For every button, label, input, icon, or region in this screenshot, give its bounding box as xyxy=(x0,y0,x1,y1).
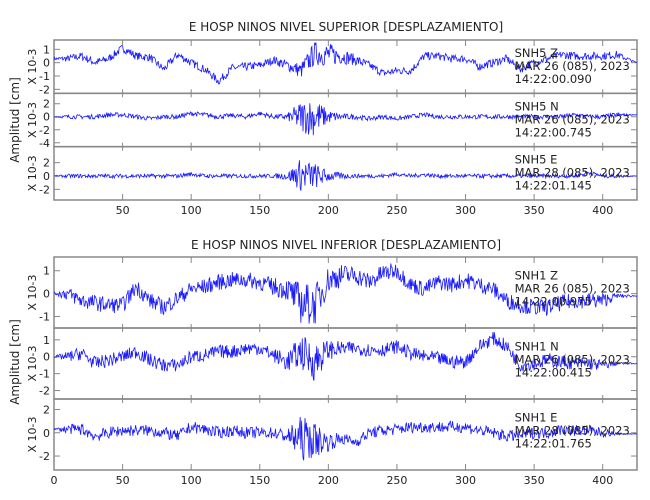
plot-title: E HOSP NINOS NIVEL SUPERIOR [DESPLAZAMIE… xyxy=(189,20,503,34)
waveform-snh1-e xyxy=(53,416,638,461)
y-tick-label: 1 xyxy=(43,265,50,278)
waveform-snh5-e xyxy=(54,160,637,191)
scale-label: X 10-3 xyxy=(26,102,39,138)
x-tick-label: 350 xyxy=(524,204,545,217)
waveform-snh5-n xyxy=(53,103,638,136)
date-label: MAR 26 (085), 2023 xyxy=(515,112,630,126)
y-tick-label: -2 xyxy=(39,450,50,463)
x-tick-label: 50 xyxy=(116,474,130,487)
x-tick-label: 200 xyxy=(318,204,339,217)
date-label: MAR 28 (085), 2023 xyxy=(515,166,630,180)
plot-title: E HOSP NINOS NIVEL INFERIOR [DESPLAZAMIE… xyxy=(191,238,501,252)
time-label: 14:22:00.415 xyxy=(515,366,592,380)
scale-label: X 10-3 xyxy=(26,155,39,191)
date-label: MAR 26 (085), 2023 xyxy=(515,353,630,367)
waveform-snh5-z xyxy=(53,42,638,85)
scale-label: X 10-3 xyxy=(26,275,39,311)
time-label: 14:22:01.145 xyxy=(515,179,592,193)
y-tick-label: 0 xyxy=(43,170,50,183)
y-tick-label: 0 xyxy=(43,351,50,364)
x-tick-label: 300 xyxy=(455,204,476,217)
y-tick-label: 0 xyxy=(43,288,50,301)
x-tick-label: 400 xyxy=(592,474,613,487)
panel-frame xyxy=(53,398,638,471)
y-tick-label: -4 xyxy=(39,137,50,150)
station-label: SNH5 N xyxy=(515,99,559,113)
x-tick-label: 0 xyxy=(51,474,58,487)
time-label: 14:22:00.975 xyxy=(515,295,592,309)
y-tick-label: -1 xyxy=(39,70,50,83)
y-tick-label: -1 xyxy=(39,368,50,381)
upper-level-plot: E HOSP NINOS NIVEL SUPERIOR [DESPLAZAMIE… xyxy=(8,20,638,217)
x-tick-label: 150 xyxy=(249,474,270,487)
x-tick-label: 50 xyxy=(116,204,130,217)
x-tick-label: 350 xyxy=(524,474,545,487)
panel-frame xyxy=(53,145,638,201)
date-label: MAR 26 (085), 2023 xyxy=(515,59,630,73)
y-tick-label: -2 xyxy=(39,183,50,196)
station-label: SNH1 Z xyxy=(515,269,559,283)
scale-label: X 10-3 xyxy=(26,346,39,382)
y-tick-label: 1 xyxy=(43,43,50,56)
x-tick-label: 150 xyxy=(249,204,270,217)
x-tick-label: 100 xyxy=(181,204,202,217)
date-label: MAR 28 (085), 2023 xyxy=(515,424,630,438)
y-tick-label: 2 xyxy=(43,98,50,111)
lower-level-plot: E HOSP NINOS NIVEL INFERIOR [DESPLAZAMIE… xyxy=(8,238,638,487)
waveform-snh1-n xyxy=(53,331,638,381)
y-tick-label: -2 xyxy=(39,385,50,398)
time-label: 14:22:00.745 xyxy=(515,125,592,139)
y-tick-label: 2 xyxy=(43,157,50,170)
y-tick-label: 0 xyxy=(43,427,50,440)
y-tick-label: 2 xyxy=(43,403,50,416)
x-tick-label: 200 xyxy=(318,474,339,487)
y-tick-label: 1 xyxy=(43,334,50,347)
time-label: 14:22:01.765 xyxy=(515,437,592,451)
scale-label: X 10-3 xyxy=(26,417,39,453)
station-label: SNH1 E xyxy=(515,411,558,425)
y-tick-label: -2 xyxy=(39,124,50,137)
x-tick-label: 400 xyxy=(592,204,613,217)
scale-label: X 10-3 xyxy=(26,49,39,85)
y-tick-label: -2 xyxy=(39,83,50,96)
x-tick-label: 250 xyxy=(386,204,407,217)
waveform-snh1-z xyxy=(53,263,638,324)
station-label: SNH5 Z xyxy=(515,46,559,60)
station-label: SNH1 N xyxy=(515,340,559,354)
x-tick-label: 300 xyxy=(455,474,476,487)
y-tick-label: -1 xyxy=(39,311,50,324)
y-tick-label: 0 xyxy=(43,111,50,124)
time-label: 14:22:00.090 xyxy=(515,72,592,86)
y-axis-label: Amplitud [cm] xyxy=(8,319,22,405)
station-label: SNH5 E xyxy=(515,153,558,167)
x-tick-label: 250 xyxy=(386,474,407,487)
y-tick-label: 0 xyxy=(43,57,50,70)
date-label: MAR 26 (085), 2023 xyxy=(515,282,630,296)
y-axis-label: Amplitud [cm] xyxy=(8,77,22,163)
x-tick-label: 100 xyxy=(181,474,202,487)
